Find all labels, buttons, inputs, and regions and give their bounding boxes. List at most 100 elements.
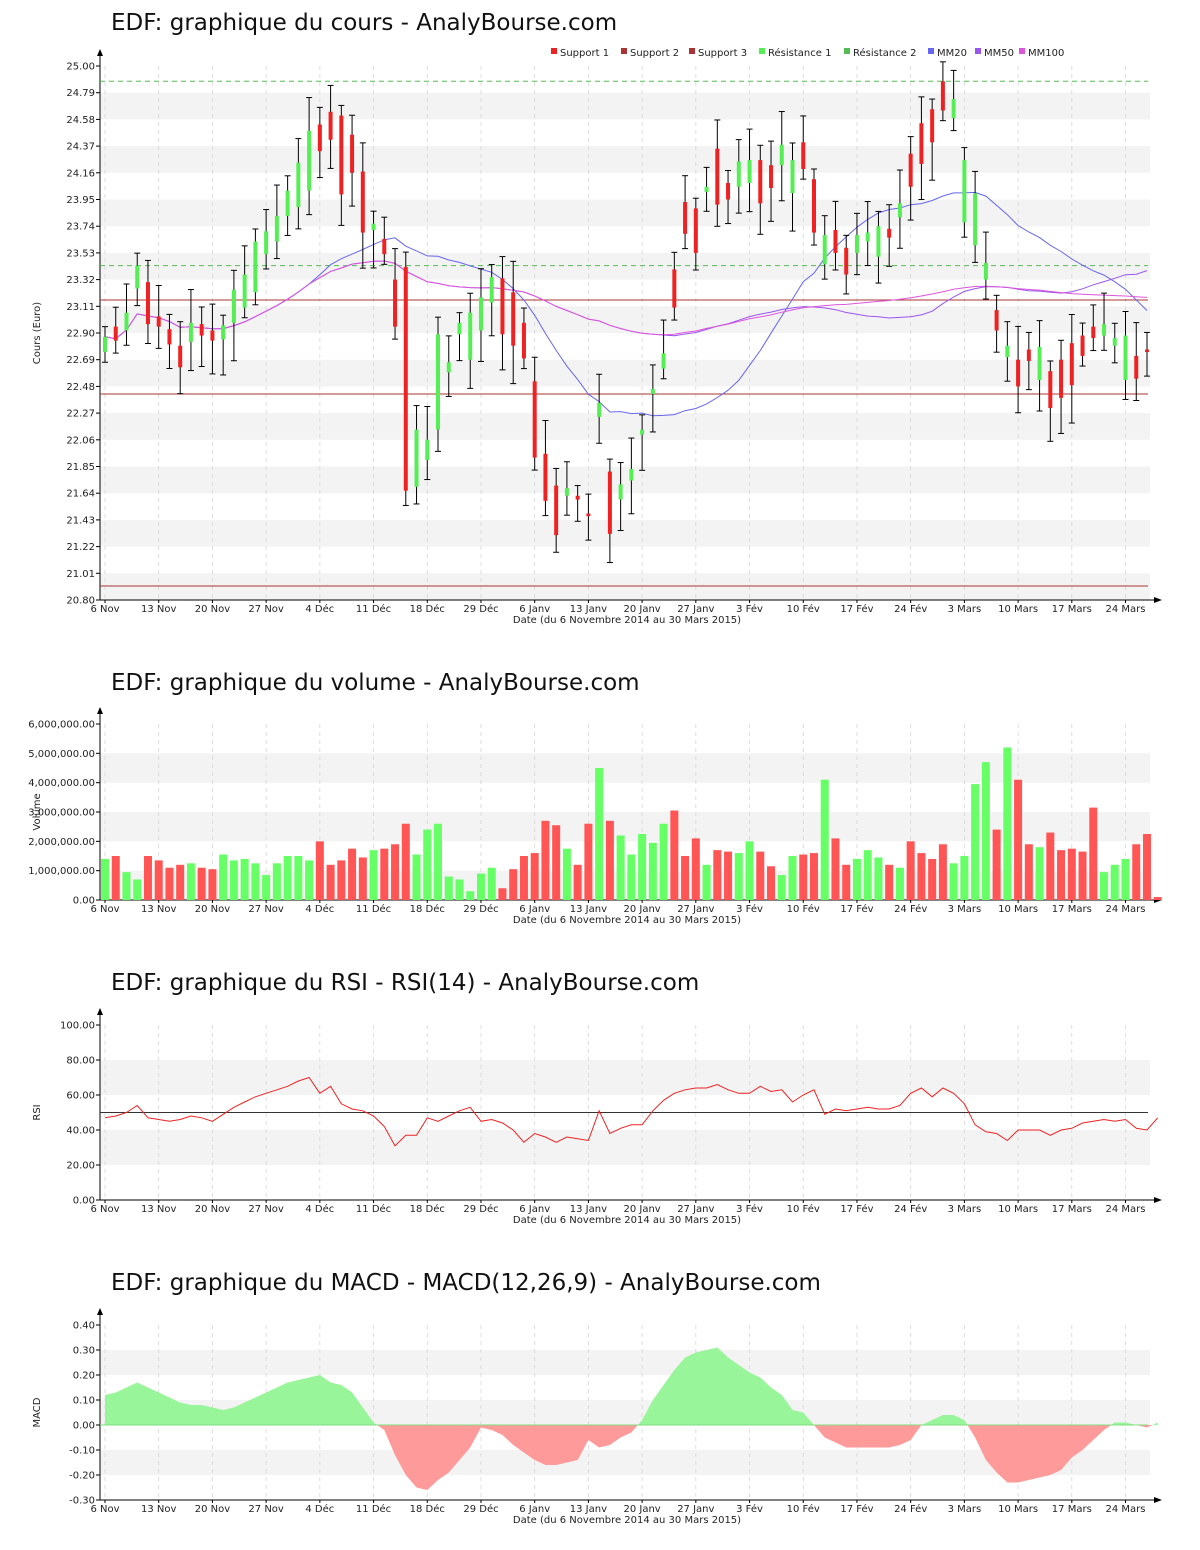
candle — [381, 216, 388, 265]
candle — [520, 307, 527, 370]
volume-bar — [197, 867, 206, 900]
rsi-xtick-label: 29 Déc — [463, 1203, 498, 1215]
volume-x-axis: 6 Nov 13 Nov 20 Nov 27 Nov 4 Déc 11 Déc 18 Déc… — [90, 897, 1162, 926]
candle — [284, 175, 291, 236]
candle — [671, 251, 678, 321]
candle-body — [339, 115, 344, 195]
candle-body — [1134, 355, 1139, 379]
price-panel: EDF: graphique du cours - AnalyBourse.co… — [0, 0, 1200, 650]
volume-bar — [391, 844, 400, 900]
volume-xtick-label: 10 Mars — [998, 904, 1038, 915]
volume-bar — [1143, 834, 1151, 900]
candle-body — [1037, 346, 1042, 381]
rsi-ytick-label: 0.00 — [73, 1196, 95, 1207]
moving-averages — [104, 191, 1148, 417]
volume-bar — [552, 825, 561, 900]
candle-body — [221, 325, 226, 340]
candle — [961, 147, 968, 238]
candle — [327, 84, 334, 169]
rsi-xtick-label: 10 Fév — [787, 1203, 820, 1215]
price-ytick-label: 21.22 — [66, 542, 95, 553]
candle-body — [919, 123, 924, 164]
candle — [735, 139, 742, 214]
volume-bar — [498, 888, 507, 900]
candle-body — [231, 289, 236, 323]
volume-bar — [681, 856, 690, 900]
candle-body — [156, 316, 161, 327]
volume-xtick-label: 27 Janv — [677, 904, 714, 915]
price-ytick-label: 21.85 — [66, 462, 95, 473]
volume-bar — [702, 864, 711, 900]
candle — [273, 184, 280, 260]
rsi-ytick-label: 20.00 — [66, 1161, 95, 1172]
rsi-xlabel: Date (du 6 Novembre 2014 au 30 Mars 2015… — [513, 1215, 741, 1226]
candle-body — [145, 282, 150, 325]
macd-x-axis: 6 Nov 13 Nov 20 Nov 27 Nov 4 Déc 11 Déc 18 Déc… — [90, 1497, 1162, 1526]
volume-bar — [1078, 851, 1087, 900]
macd-ytick-label: 0.20 — [73, 1371, 95, 1382]
volume-bar — [165, 867, 174, 900]
candle — [553, 467, 560, 553]
price-xtick-label: 11 Déc — [356, 603, 391, 615]
volume-bar — [369, 850, 378, 900]
macd-title: EDF: graphique du MACD - MACD(12,26,9) -… — [111, 1270, 821, 1296]
candle — [907, 136, 914, 221]
volume-bar — [101, 858, 109, 900]
candle-body — [1123, 335, 1128, 381]
macd-xtick-label: 11 Déc — [356, 1503, 391, 1515]
candle-body — [1048, 371, 1053, 409]
volume-bar — [1046, 832, 1055, 900]
candle-body — [640, 429, 645, 435]
price-xtick-label: 10 Fév — [787, 603, 820, 615]
candle — [853, 212, 860, 276]
volume-bar — [1067, 848, 1076, 900]
price-band — [100, 573, 1150, 600]
candle — [413, 405, 420, 505]
macd-positive-area — [1152, 1422, 1158, 1425]
macd-ytick-label: -0.30 — [69, 1496, 95, 1507]
candle-body — [887, 228, 892, 238]
candle — [1036, 320, 1043, 412]
rsi-xtick-label: 11 Déc — [356, 1203, 391, 1215]
rsi-xtick-label: 3 Mars — [948, 1204, 982, 1215]
macd-y-axis: 0.40 0.30 0.20 0.10 0.00 -0.10 -0.20 -0.30 MACD — [32, 1308, 103, 1507]
volume-bar — [1057, 850, 1066, 900]
price-ytick-label: 23.32 — [66, 275, 95, 286]
candle-body — [693, 208, 698, 253]
candle — [112, 306, 119, 354]
volume-bar — [573, 864, 582, 900]
candle-body — [597, 402, 602, 417]
volume-bar — [251, 863, 260, 900]
macd-positive-area — [637, 1347, 814, 1425]
macd-ytick-label: -0.20 — [69, 1471, 95, 1482]
candle — [703, 166, 710, 212]
rsi-xtick-label: 27 Janv — [677, 1204, 714, 1215]
volume-bar — [519, 856, 528, 900]
volume-bar — [842, 864, 851, 900]
candle — [1122, 311, 1129, 400]
candle-body — [113, 326, 118, 341]
candle — [875, 210, 882, 284]
candle — [144, 259, 151, 345]
volume-bar — [272, 863, 281, 900]
candle-body — [962, 160, 967, 223]
candle — [886, 204, 893, 267]
macd-xtick-label: 10 Mars — [998, 1504, 1038, 1515]
candle-body — [371, 223, 376, 231]
candle — [950, 69, 957, 132]
volume-bar — [466, 891, 475, 900]
volume-bar — [283, 856, 292, 900]
volume-bar — [444, 876, 453, 900]
volume-bar — [1153, 897, 1162, 900]
volume-bar — [1121, 858, 1130, 900]
candle — [896, 169, 903, 249]
macd-ytick-label: -0.10 — [69, 1446, 95, 1457]
price-legend: Support 1 Support 2 Support 3 Résistance 1 R… — [551, 47, 1064, 59]
candle — [1058, 339, 1065, 434]
legend-swatch — [621, 48, 627, 54]
candle — [499, 256, 506, 371]
rsi-xtick-label: 20 Nov — [195, 1204, 231, 1215]
candle — [445, 335, 452, 397]
rsi-xtick-label: 17 Mars — [1052, 1204, 1092, 1215]
candle-body — [769, 165, 774, 189]
